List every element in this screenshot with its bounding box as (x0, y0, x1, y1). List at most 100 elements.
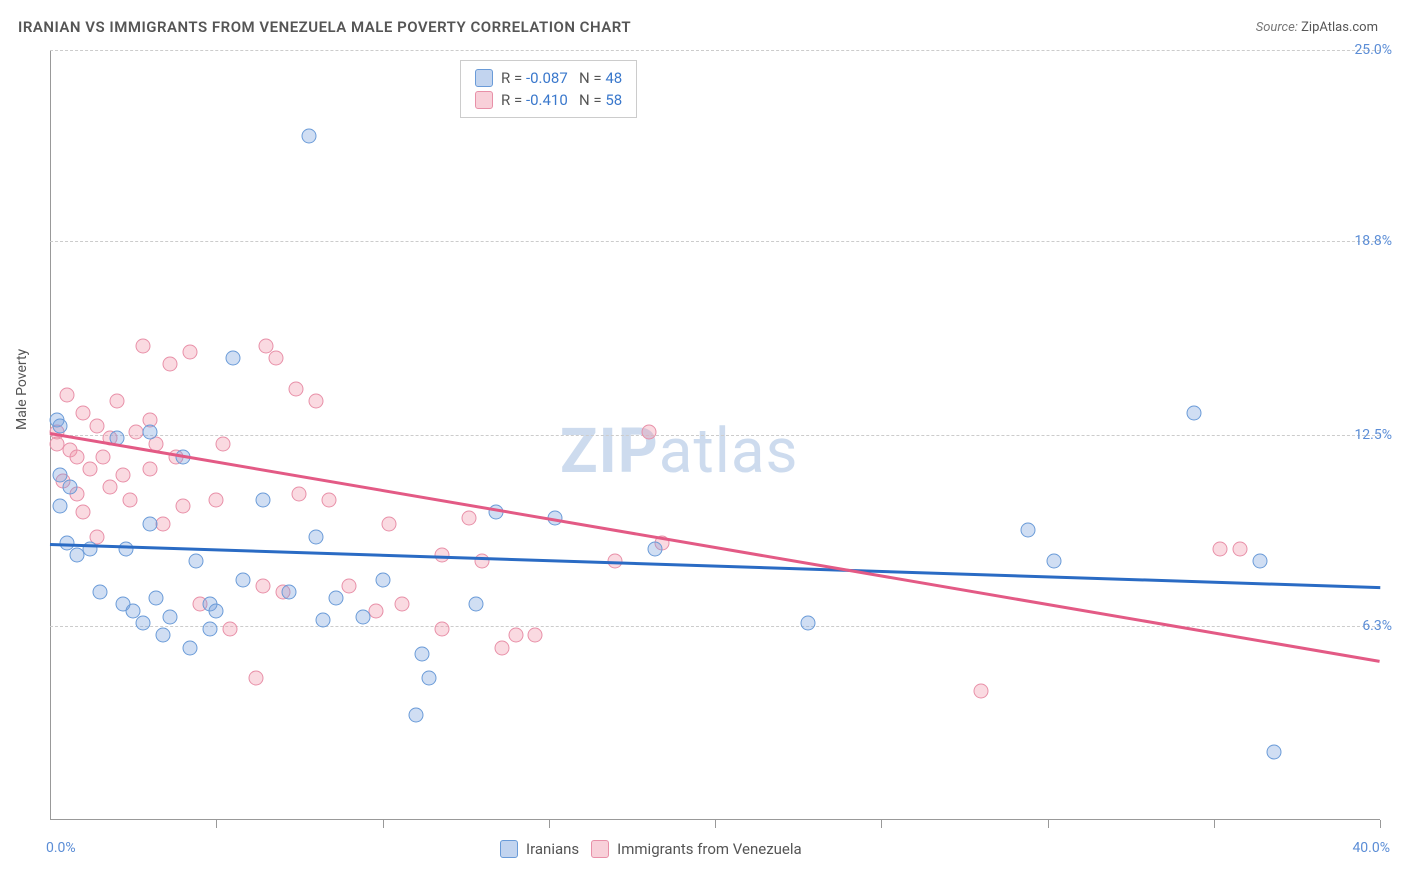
y-tick-label: 12.5% (1354, 427, 1392, 443)
legend-row-series-1: R = -0.410 N = 58 (475, 89, 622, 111)
scatter-point-venezuela (116, 468, 131, 483)
scatter-point-iranians (309, 529, 324, 544)
scatter-point-venezuela (495, 640, 510, 655)
y-tick-label: 18.8% (1354, 233, 1392, 249)
scatter-point-venezuela (176, 498, 191, 513)
legend-label-1: Immigrants from Venezuela (617, 840, 802, 858)
scatter-point-iranians (52, 498, 67, 513)
scatter-point-iranians (255, 492, 270, 507)
scatter-point-venezuela (59, 387, 74, 402)
scatter-point-iranians (328, 591, 343, 606)
x-tick (1214, 820, 1215, 828)
scatter-point-venezuela (222, 622, 237, 637)
scatter-point-iranians (282, 585, 297, 600)
scatter-point-venezuela (69, 449, 84, 464)
scatter-point-venezuela (76, 406, 91, 421)
x-tick (383, 820, 384, 828)
scatter-point-venezuela (269, 351, 284, 366)
scatter-point-iranians (209, 603, 224, 618)
scatter-point-venezuela (215, 437, 230, 452)
scatter-point-venezuela (1233, 541, 1248, 556)
correlation-legend: R = -0.087 N = 48 R = -0.410 N = 58 (460, 60, 637, 118)
scatter-point-venezuela (255, 578, 270, 593)
scatter-point-iranians (415, 646, 430, 661)
scatter-point-venezuela (309, 394, 324, 409)
scatter-point-venezuela (1213, 541, 1228, 556)
scatter-point-iranians (1266, 745, 1281, 760)
scatter-point-venezuela (182, 344, 197, 359)
x-tick (549, 820, 550, 828)
legend-item-0: Iranians (500, 840, 579, 858)
legend-label-0: Iranians (526, 840, 579, 858)
scatter-point-venezuela (142, 461, 157, 476)
scatter-point-venezuela (292, 486, 307, 501)
scatter-point-iranians (136, 615, 151, 630)
scatter-point-venezuela (162, 357, 177, 372)
scatter-point-venezuela (974, 683, 989, 698)
legend-swatch-blue (475, 69, 493, 87)
scatter-point-venezuela (461, 511, 476, 526)
y-tick-label: 6.3% (1362, 618, 1392, 634)
x-tick (216, 820, 217, 828)
scatter-point-iranians (62, 480, 77, 495)
gridline-h (50, 50, 1380, 51)
scatter-point-venezuela (435, 622, 450, 637)
scatter-point-iranians (142, 517, 157, 532)
scatter-point-iranians (149, 591, 164, 606)
scatter-point-venezuela (102, 480, 117, 495)
scatter-point-iranians (156, 628, 171, 643)
scatter-point-iranians (355, 609, 370, 624)
scatter-point-iranians (315, 612, 330, 627)
scatter-point-iranians (375, 572, 390, 587)
source-attribution: Source: ZipAtlas.com (1256, 20, 1378, 35)
scatter-point-venezuela (136, 338, 151, 353)
gridline-h (50, 241, 1380, 242)
scatter-point-venezuela (156, 517, 171, 532)
r-stat-1: R = -0.410 N = 58 (501, 89, 622, 111)
scatter-point-venezuela (96, 449, 111, 464)
source-label: Source: (1256, 20, 1298, 35)
scatter-point-iranians (1253, 554, 1268, 569)
scatter-point-venezuela (89, 418, 104, 433)
scatter-point-iranians (202, 622, 217, 637)
scatter-point-iranians (142, 424, 157, 439)
x-axis-max-label: 40.0% (1352, 840, 1390, 856)
scatter-point-venezuela (322, 492, 337, 507)
scatter-point-iranians (225, 351, 240, 366)
legend-swatch-blue (500, 840, 518, 858)
legend-swatch-pink (475, 91, 493, 109)
scatter-point-iranians (189, 554, 204, 569)
scatter-point-iranians (468, 597, 483, 612)
legend-swatch-pink (591, 840, 609, 858)
scatter-point-iranians (182, 640, 197, 655)
scatter-point-iranians (302, 129, 317, 144)
scatter-point-iranians (162, 609, 177, 624)
scatter-point-iranians (119, 541, 134, 556)
scatter-point-venezuela (528, 628, 543, 643)
scatter-point-iranians (422, 671, 437, 686)
scatter-point-iranians (408, 708, 423, 723)
scatter-point-iranians (1186, 406, 1201, 421)
y-tick-label: 25.0% (1354, 42, 1392, 58)
scatter-point-venezuela (382, 517, 397, 532)
x-tick (715, 820, 716, 828)
scatter-point-venezuela (508, 628, 523, 643)
scatter-point-venezuela (82, 461, 97, 476)
series-legend: Iranians Immigrants from Venezuela (500, 840, 802, 858)
chart-title: IRANIAN VS IMMIGRANTS FROM VENEZUELA MAL… (18, 18, 631, 36)
scatter-point-venezuela (109, 394, 124, 409)
y-axis-label: Male Poverty (14, 349, 30, 430)
scatter-point-venezuela (289, 381, 304, 396)
scatter-point-iranians (235, 572, 250, 587)
scatter-point-venezuela (342, 578, 357, 593)
scatter-point-venezuela (76, 505, 91, 520)
scatter-point-iranians (52, 418, 67, 433)
scatter-point-iranians (801, 615, 816, 630)
legend-row-series-0: R = -0.087 N = 48 (475, 67, 622, 89)
x-tick (1380, 820, 1381, 828)
legend-item-1: Immigrants from Venezuela (591, 840, 802, 858)
x-tick (881, 820, 882, 828)
scatter-point-venezuela (641, 424, 656, 439)
scatter-point-iranians (92, 585, 107, 600)
source-value: ZipAtlas.com (1301, 20, 1378, 35)
